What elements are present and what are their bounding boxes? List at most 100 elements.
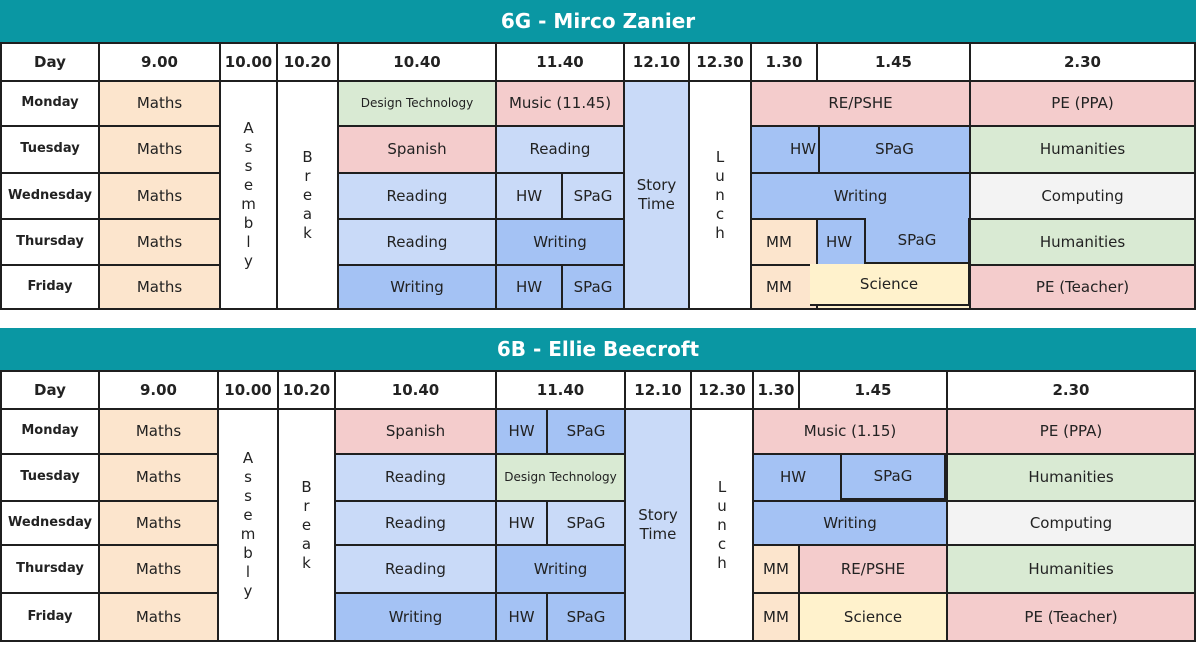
day-label: Thursday bbox=[2, 546, 100, 594]
lesson-maths: Maths bbox=[100, 127, 221, 174]
lesson-cell: RE/PSHE bbox=[752, 82, 971, 127]
timetable-title: 6B - Ellie Beecroft bbox=[0, 328, 1196, 370]
lesson-cell: Spanish bbox=[339, 127, 497, 174]
lesson-maths: Maths bbox=[100, 220, 221, 266]
lesson-cell: SPaG bbox=[563, 266, 625, 310]
day-label: Monday bbox=[2, 410, 100, 455]
lesson-cell: PE (PPA) bbox=[948, 410, 1196, 455]
lesson-cell: Humanities bbox=[948, 546, 1196, 594]
timetable-6b: 6B - Ellie Beecroft Day 9.00 10.00 10.20… bbox=[0, 328, 1196, 644]
lesson-cell: Reading bbox=[497, 127, 625, 174]
header-time: 1.45 bbox=[800, 372, 948, 410]
day-label: Tuesday bbox=[2, 455, 100, 502]
lesson-maths: Maths bbox=[100, 594, 219, 642]
lesson-maths: Maths bbox=[100, 546, 219, 594]
lesson-cell: SPaG bbox=[864, 218, 970, 264]
lesson-cell: RE/PSHE bbox=[800, 546, 948, 594]
lesson-cell: Computing bbox=[948, 502, 1196, 546]
lesson-cell: Writing bbox=[339, 266, 497, 310]
lesson-label: Science bbox=[859, 274, 919, 293]
lesson-maths: Maths bbox=[100, 502, 219, 546]
lesson-cell: SPaG bbox=[548, 410, 626, 455]
lesson-cell: PE (Teacher) bbox=[971, 266, 1196, 310]
lesson-cell: Writing bbox=[336, 594, 497, 642]
header-time: 11.40 bbox=[497, 44, 625, 82]
header-time: 10.00 bbox=[219, 372, 279, 410]
lesson-maths: Maths bbox=[100, 410, 219, 455]
header-time: 9.00 bbox=[100, 44, 221, 82]
header-time: 11.40 bbox=[497, 372, 626, 410]
timetable-grid: Day 9.00 10.00 10.20 10.40 11.40 12.10 1… bbox=[0, 42, 1196, 310]
header-time: 12.30 bbox=[692, 372, 754, 410]
day-label: Friday bbox=[2, 266, 100, 310]
day-label: Tuesday bbox=[2, 127, 100, 174]
header-time: 10.40 bbox=[339, 44, 497, 82]
day-label: Friday bbox=[2, 594, 100, 642]
lesson-cell: SPaG bbox=[840, 455, 946, 500]
lesson-cell: Design Technology bbox=[497, 455, 626, 502]
timetable-grid: Day 9.00 10.00 10.20 10.40 11.40 12.10 1… bbox=[0, 370, 1196, 642]
lesson-maths: Maths bbox=[100, 266, 221, 310]
lesson-cell: Reading bbox=[339, 174, 497, 220]
lesson-cell: Music (11.45) bbox=[497, 82, 625, 127]
lesson-maths: Maths bbox=[100, 455, 219, 502]
lesson-cell: SPaG bbox=[548, 594, 626, 642]
header-day: Day bbox=[2, 372, 100, 410]
lesson-maths: Maths bbox=[100, 174, 221, 220]
header-time: 2.30 bbox=[971, 44, 1196, 82]
lesson-cell: Computing bbox=[971, 174, 1196, 220]
story-time-block: Story Time bbox=[625, 82, 690, 310]
lesson-cell: Humanities bbox=[971, 127, 1196, 174]
header-time: 10.20 bbox=[279, 372, 336, 410]
day-label: Monday bbox=[2, 82, 100, 127]
day-label: Thursday bbox=[2, 220, 100, 266]
lesson-cell: Reading bbox=[339, 220, 497, 266]
header-day: Day bbox=[2, 44, 100, 82]
header-time: 2.30 bbox=[948, 372, 1196, 410]
lesson-cell: MM bbox=[752, 220, 818, 266]
lesson-cell: PE (PPA) bbox=[971, 82, 1196, 127]
header-time: 9.00 bbox=[100, 372, 219, 410]
lesson-cell: Reading bbox=[336, 455, 497, 502]
lesson-cell: Reading bbox=[336, 546, 497, 594]
fri-145-fill: Science bbox=[810, 264, 970, 306]
timetable-6g: 6G - Mirco Zanier Day 9.00 10.00 10.20 1… bbox=[0, 0, 1196, 310]
header-time: 12.10 bbox=[626, 372, 692, 410]
lesson-cell: Humanities bbox=[971, 220, 1196, 266]
header-time: 10.40 bbox=[336, 372, 497, 410]
lesson-cell: Spanish bbox=[336, 410, 497, 455]
header-time: 1.30 bbox=[754, 372, 800, 410]
header-time: 1.45 bbox=[818, 44, 971, 82]
header-time: 10.00 bbox=[221, 44, 278, 82]
lesson-cell: Writing bbox=[754, 502, 948, 546]
lesson-cell: SPaG bbox=[563, 174, 625, 220]
day-label: Wednesday bbox=[2, 502, 100, 546]
lesson-cell: PE (Teacher) bbox=[948, 594, 1196, 642]
lesson-cell: Reading bbox=[336, 502, 497, 546]
lesson-cell: HW bbox=[497, 410, 548, 455]
lesson-cell: Design Technology bbox=[339, 82, 497, 127]
lesson-maths: Maths bbox=[100, 82, 221, 127]
lesson-cell: MM bbox=[752, 266, 818, 310]
lesson-cell: HW bbox=[497, 266, 563, 310]
header-time: 12.30 bbox=[690, 44, 752, 82]
lesson-cell: Writing bbox=[497, 220, 625, 266]
lesson-cell: MM bbox=[754, 594, 800, 642]
day-label: Wednesday bbox=[2, 174, 100, 220]
lesson-cell: HW bbox=[497, 594, 548, 642]
header-time: 1.30 bbox=[752, 44, 818, 82]
lesson-cell: MM bbox=[754, 546, 800, 594]
lesson-cell: HW bbox=[497, 502, 548, 546]
story-time-block: Story Time bbox=[626, 410, 692, 642]
lesson-cell: Writing bbox=[752, 174, 971, 220]
header-time: 10.20 bbox=[278, 44, 339, 82]
timetable-title: 6G - Mirco Zanier bbox=[0, 0, 1196, 42]
lesson-cell: Humanities bbox=[948, 455, 1196, 502]
lesson-cell: SPaG bbox=[818, 127, 971, 174]
